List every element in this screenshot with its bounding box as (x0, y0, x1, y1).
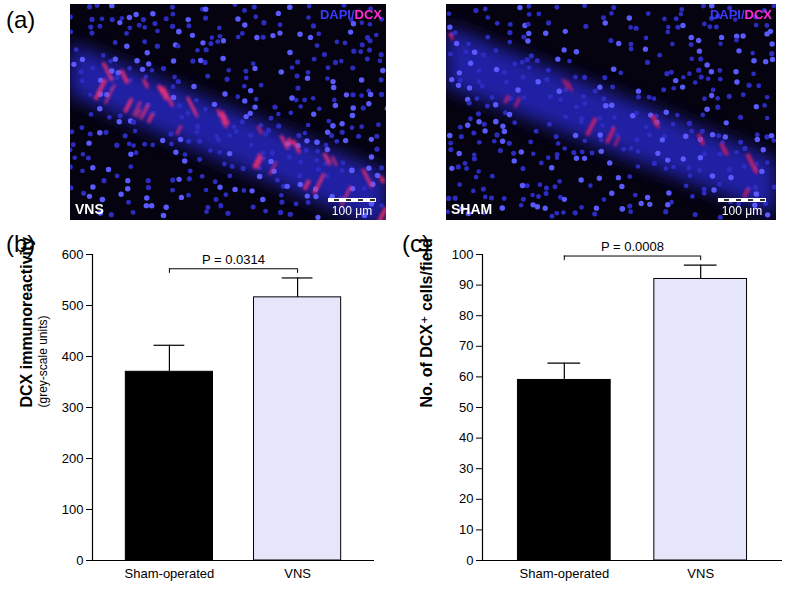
svg-text:No. of DCX⁺ cells/field: No. of DCX⁺ cells/field (418, 238, 435, 407)
svg-text:DAPI/DCX: DAPI/DCX (320, 7, 382, 22)
svg-text:300: 300 (62, 400, 84, 415)
svg-text:100: 100 (62, 502, 84, 517)
svg-text:P = 0.0008: P = 0.0008 (601, 239, 664, 254)
svg-text:100 μm: 100 μm (332, 204, 372, 218)
svg-text:70: 70 (459, 338, 473, 353)
svg-text:VNS: VNS (687, 566, 714, 581)
svg-text:20: 20 (459, 491, 473, 506)
svg-text:VNS: VNS (284, 566, 311, 581)
svg-text:Sham-operated: Sham-operated (125, 566, 215, 581)
svg-text:Sham-operated: Sham-operated (520, 566, 610, 581)
svg-text:60: 60 (459, 369, 473, 384)
svg-text:10: 10 (459, 522, 473, 537)
svg-text:50: 50 (459, 400, 473, 415)
svg-text:80: 80 (459, 308, 473, 323)
svg-text:DAPI/DCX: DAPI/DCX (710, 7, 772, 22)
svg-text:400: 400 (62, 349, 84, 364)
svg-text:600: 600 (62, 247, 84, 262)
svg-text:(grey-scale units): (grey-scale units) (36, 315, 50, 407)
svg-text:0: 0 (76, 553, 83, 568)
svg-text:0: 0 (466, 553, 473, 568)
svg-text:90: 90 (459, 277, 473, 292)
svg-text:500: 500 (62, 298, 84, 313)
svg-text:200: 200 (62, 451, 84, 466)
svg-text:P = 0.0314: P = 0.0314 (202, 252, 265, 267)
svg-text:100: 100 (452, 247, 474, 262)
svg-text:SHAM: SHAM (451, 201, 492, 217)
svg-text:100 μm: 100 μm (722, 204, 762, 218)
svg-text:40: 40 (459, 430, 473, 445)
svg-text:VNS: VNS (75, 201, 104, 217)
svg-text:30: 30 (459, 461, 473, 476)
svg-text:DCX immunoreactivity: DCX immunoreactivity (18, 237, 35, 408)
